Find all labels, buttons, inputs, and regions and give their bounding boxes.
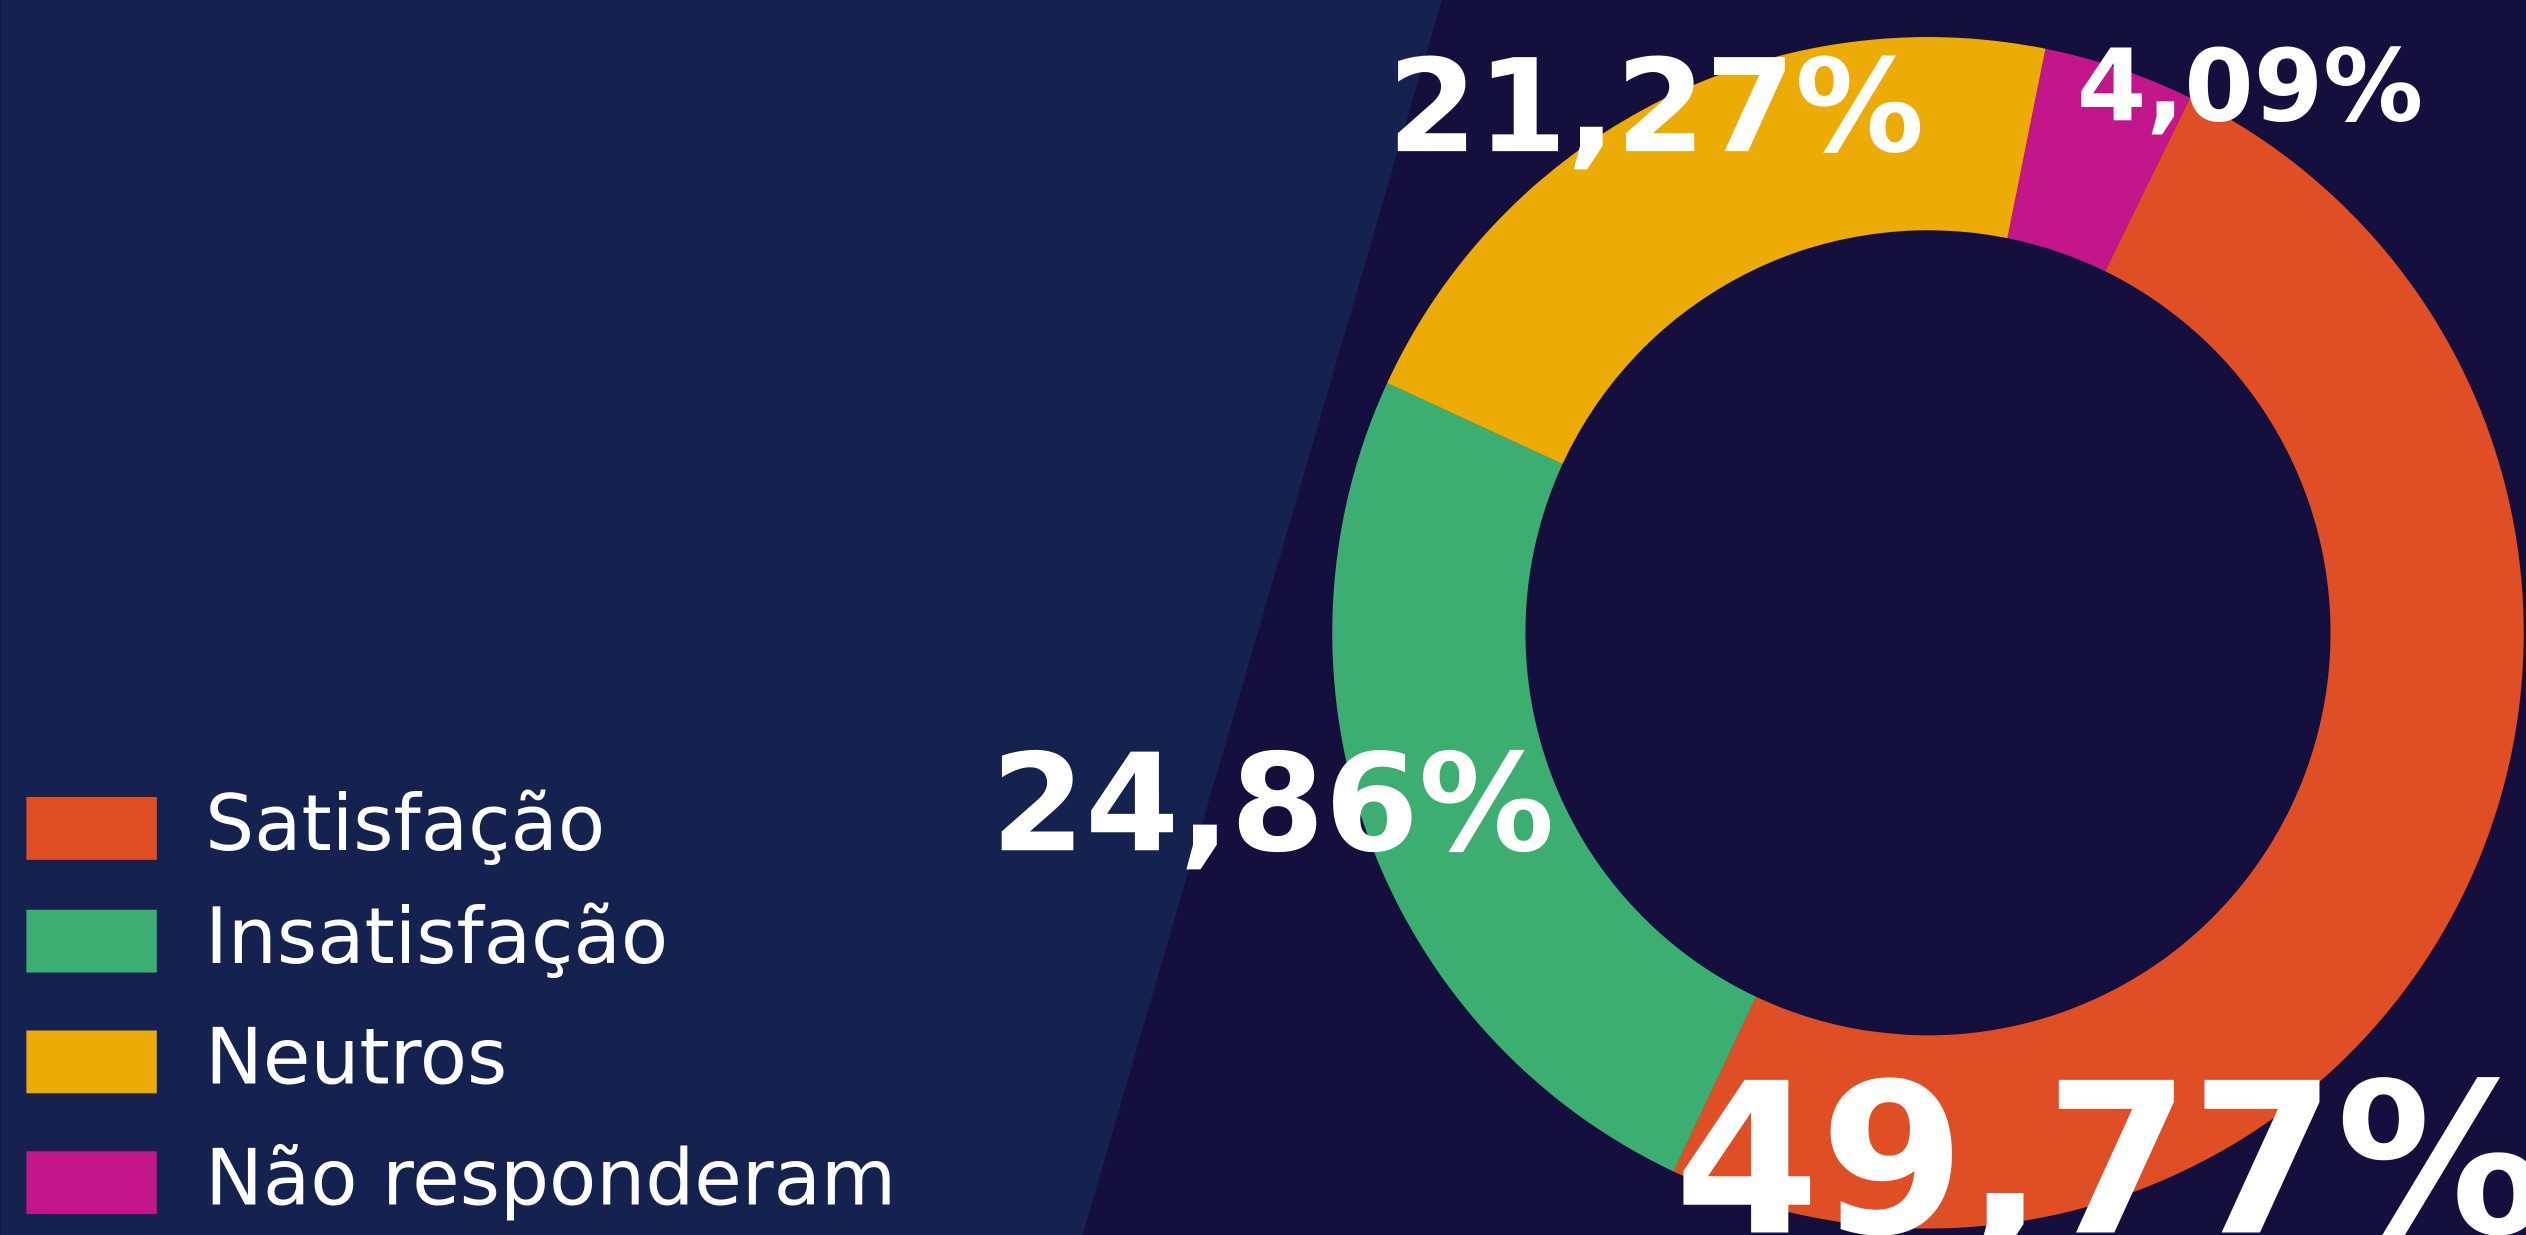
data-label: 49,77% xyxy=(1674,1040,2526,1235)
background-panel xyxy=(0,0,1442,1235)
donut xyxy=(1332,37,2524,1229)
legend-swatch xyxy=(26,909,157,973)
legend-label: Satisfação xyxy=(205,779,605,869)
legend-label: Não responderam xyxy=(205,1133,896,1223)
legend-label: Insatisfação xyxy=(205,892,668,982)
data-label: 4,09% xyxy=(2077,28,2423,145)
slice xyxy=(1387,37,2046,464)
slice xyxy=(1673,97,2524,1229)
legend-swatch xyxy=(26,1151,157,1215)
labels: 49,77% 24,86% 21,27% 4,09% xyxy=(991,28,2526,1235)
slice xyxy=(1332,382,1757,1172)
data-label: 21,27% xyxy=(1388,32,1924,182)
slice xyxy=(2007,48,2191,272)
legend: Satisfação Insatisfação Neutros Não respond… xyxy=(26,779,896,1223)
legend-swatch xyxy=(26,1030,157,1094)
legend-label: Neutros xyxy=(205,1013,507,1103)
data-label: 24,86% xyxy=(991,724,1554,882)
legend-swatch xyxy=(26,797,157,860)
